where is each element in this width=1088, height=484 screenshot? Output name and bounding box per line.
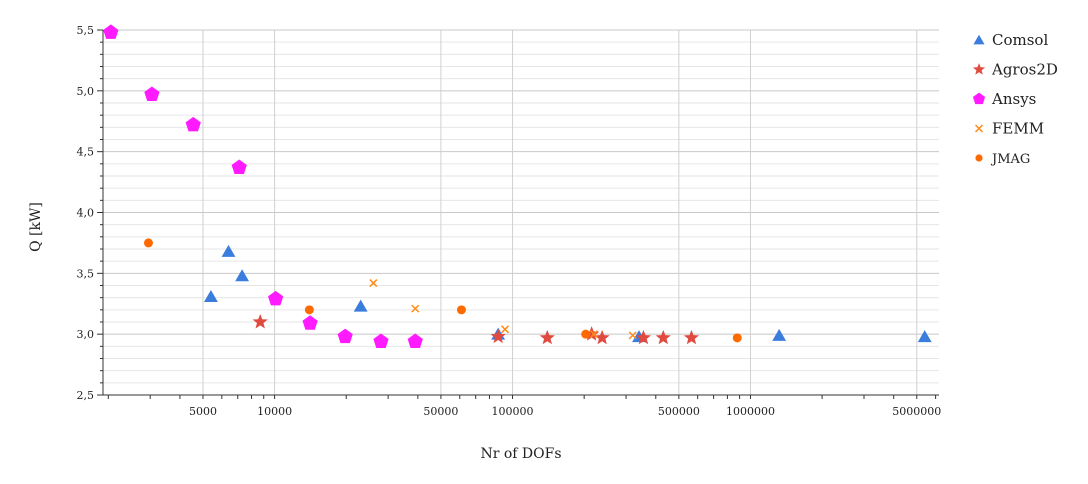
x-tick-label: 10000 — [257, 405, 292, 418]
legend-marker-ansys — [972, 92, 986, 105]
comsol-point — [204, 289, 218, 302]
jmag-point — [581, 329, 591, 339]
x-tick-label: 1000000 — [726, 405, 775, 418]
series-jmag — [143, 238, 742, 343]
x-axis-title: Nr of DOFs — [480, 446, 561, 462]
y-tick-label: 3,5 — [77, 267, 95, 280]
agros2d-point — [490, 328, 506, 344]
ansys-point — [373, 333, 389, 348]
x-tick-label: 5000 — [189, 405, 217, 418]
ansys-point — [103, 24, 119, 39]
agros2d-point — [584, 326, 600, 341]
legend-item-agros2d: Agros2D — [972, 61, 1058, 79]
grid — [103, 29, 939, 396]
ansys-point — [407, 333, 423, 348]
comsol-point — [917, 330, 932, 343]
x-tick-label: 100000 — [492, 405, 534, 418]
ansys-point — [231, 159, 247, 174]
femm-point — [501, 325, 510, 334]
y-tick-label: 3,0 — [77, 328, 95, 341]
legend-item-ansys: Ansys — [972, 90, 1036, 108]
x-tick-label: 5000000 — [892, 405, 941, 418]
y-tick-label: 4,5 — [77, 146, 95, 159]
legend-item-comsol: Comsol — [973, 31, 1048, 49]
y-tick-label: 2,5 — [77, 389, 95, 402]
jmag-point — [304, 305, 314, 315]
legend-label: Agros2D — [991, 61, 1058, 79]
legend-marker-agros2d — [972, 63, 986, 75]
ansys-point — [302, 315, 318, 330]
legend-label: Ansys — [991, 90, 1036, 108]
ansys-point — [337, 328, 353, 344]
femm-point — [369, 279, 378, 288]
femm-point — [589, 330, 599, 339]
femm-point — [411, 304, 420, 313]
legend-label: Comsol — [992, 31, 1048, 49]
y-tick-label: 5,5 — [77, 24, 95, 37]
femm-point — [628, 331, 637, 340]
agros2d-point — [252, 314, 268, 329]
legend-label: FEMM — [992, 120, 1044, 138]
legend-marker-jmag — [975, 154, 983, 162]
jmag-point — [456, 305, 466, 315]
comsol-point — [221, 244, 236, 257]
agros2d-point — [655, 329, 671, 345]
series-ansys — [103, 24, 423, 348]
y-tick-label: 5,0 — [77, 85, 95, 98]
y-tick-label: 4,0 — [77, 207, 95, 220]
legend-item-femm: FEMM — [974, 120, 1044, 138]
comsol-point — [772, 328, 787, 341]
legend: Comsol Agros2D Ansys FEMM JMAG — [972, 31, 1058, 167]
ansys-point — [268, 290, 284, 306]
jmag-point — [143, 238, 153, 248]
agros2d-point — [594, 329, 610, 345]
x-tick-label: 50000 — [423, 405, 458, 418]
axes: 2,5 3,0 3,5 4,0 4,5 5,0 5,5 5000 10000 50000 10000… — [77, 24, 942, 418]
legend-label: JMAG — [990, 152, 1030, 167]
jmag-point — [732, 333, 742, 343]
series-agros2d — [252, 314, 700, 345]
legend-marker-comsol — [973, 34, 985, 45]
agros2d-point — [683, 329, 700, 345]
data-points — [103, 24, 932, 348]
series-femm — [369, 279, 637, 340]
comsol-point — [353, 299, 368, 312]
agros2d-point — [539, 329, 555, 345]
legend-item-jmag: JMAG — [975, 152, 1030, 167]
comsol-point — [235, 269, 250, 282]
y-axis-title: Q [kW] — [28, 202, 44, 252]
ansys-point — [144, 86, 160, 101]
ansys-point — [185, 116, 201, 132]
x-tick-label: 500000 — [658, 405, 700, 418]
agros2d-point — [635, 329, 652, 345]
legend-marker-femm — [974, 124, 984, 133]
